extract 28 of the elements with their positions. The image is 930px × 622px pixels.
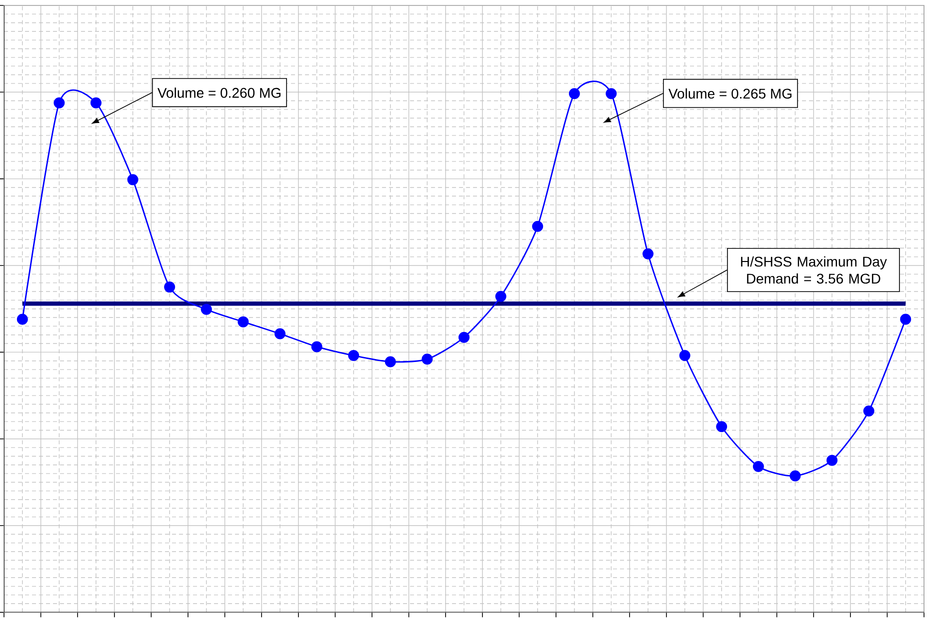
- point: [348, 350, 360, 362]
- point: [16, 314, 28, 325]
- point: [642, 248, 654, 260]
- point: [164, 282, 176, 293]
- point: [458, 332, 470, 343]
- annotation: Volume = 0.265 MG: [668, 88, 792, 99]
- annotation: Volume = 0.260 MG: [157, 88, 280, 98]
- point: [422, 354, 433, 365]
- point: [311, 341, 322, 352]
- annotation: H/SHSS Maximum Day Demand = 3.56 MGD: [741, 256, 887, 284]
- point: [90, 97, 102, 108]
- point: [568, 88, 580, 100]
- point: [863, 406, 874, 417]
- point: [606, 88, 617, 100]
- point: [238, 316, 249, 328]
- point: [54, 97, 65, 108]
- point: [200, 304, 212, 315]
- point: [752, 461, 764, 472]
- point: [790, 470, 801, 482]
- point: [679, 350, 690, 362]
- point: [716, 421, 728, 432]
- point: [532, 220, 544, 232]
- point: [826, 454, 838, 466]
- point: [495, 290, 506, 302]
- point: [384, 356, 396, 368]
- point: [127, 174, 138, 186]
- point: [900, 314, 912, 325]
- point: [274, 328, 286, 340]
